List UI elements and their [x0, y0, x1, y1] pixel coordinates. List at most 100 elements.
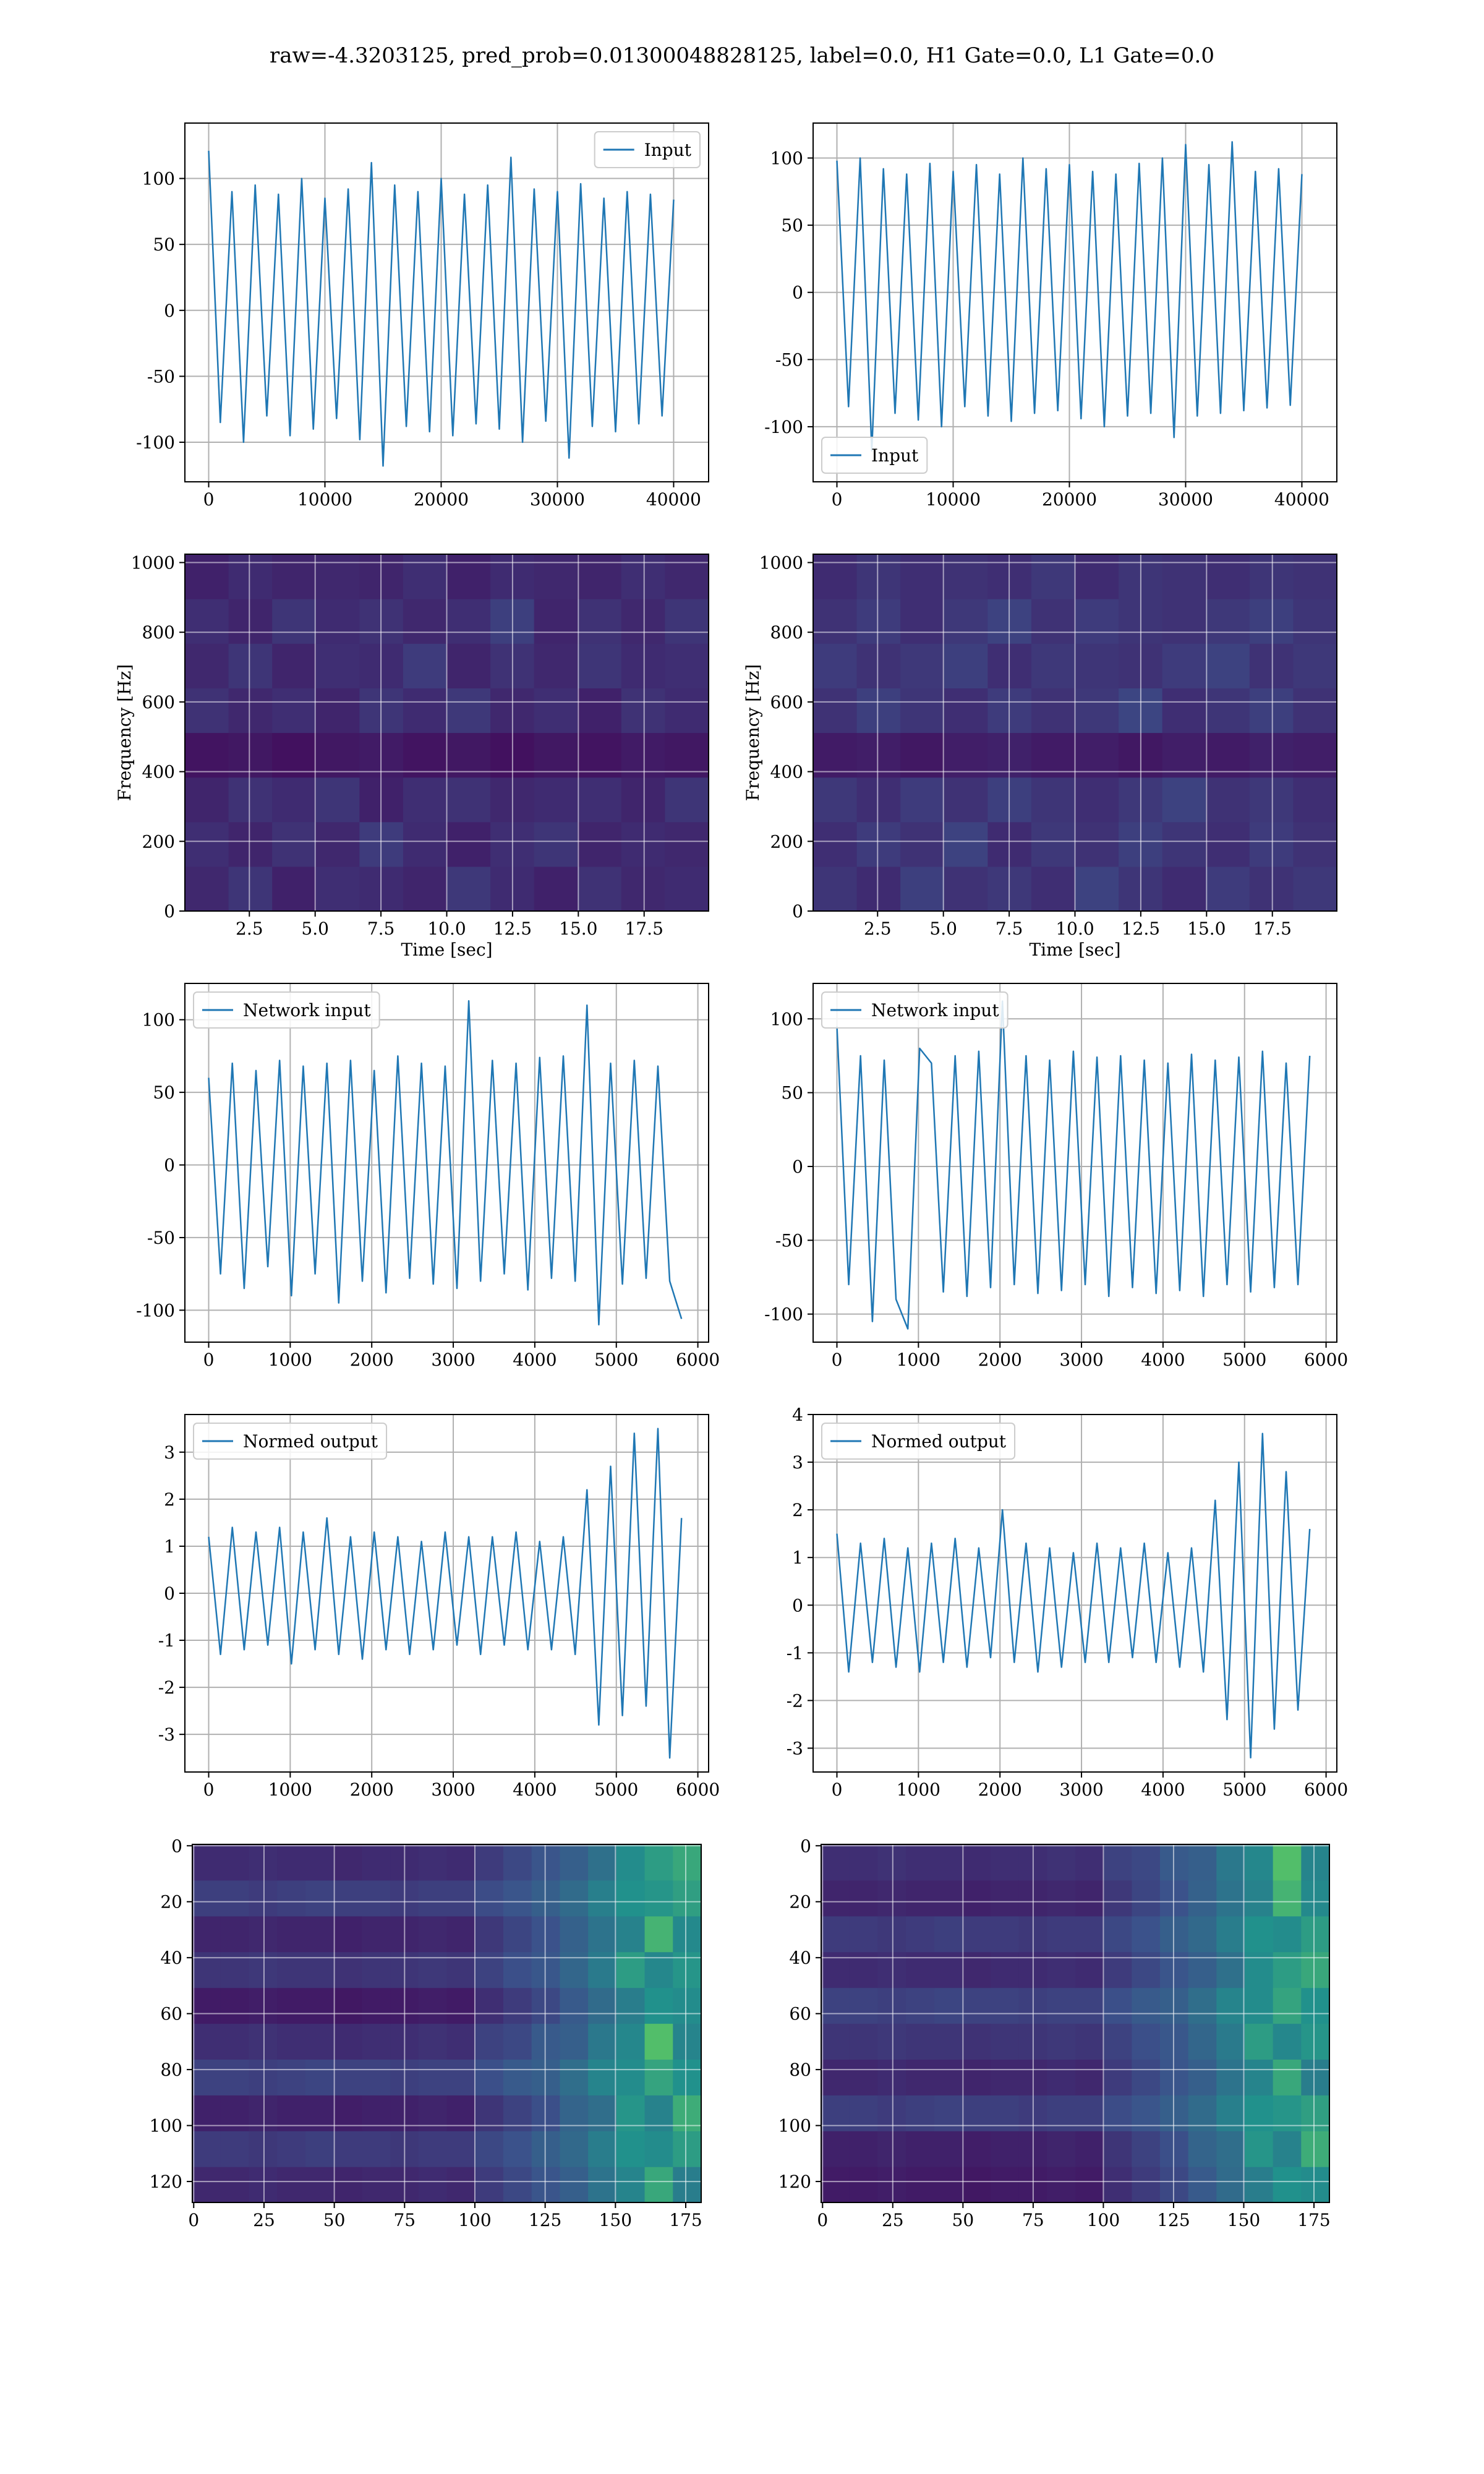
- heat-cell: [673, 1880, 702, 1917]
- y-tick-label: 80: [789, 2060, 811, 2080]
- heat-cell: [934, 2059, 963, 2095]
- x-tick-label: 0: [832, 489, 843, 510]
- heat-cell: [856, 599, 901, 644]
- x-tick-label: 125: [529, 2210, 561, 2230]
- heat-cell: [192, 1844, 221, 1881]
- heat-cell: [475, 1987, 504, 2024]
- heat-cell: [821, 2059, 850, 2095]
- heat-cell: [315, 732, 360, 778]
- heat-cell: [877, 2023, 906, 2060]
- heat-cell: [333, 1915, 362, 1953]
- heat-cell: [305, 1915, 335, 1953]
- y-tick-label: 3: [164, 1442, 175, 1463]
- heat-cell: [821, 2131, 850, 2167]
- heat-cell: [578, 599, 622, 644]
- heat-cell: [813, 554, 858, 599]
- heat-cell: [1075, 2059, 1104, 2095]
- heat-cell: [1160, 2023, 1189, 2060]
- legend-label: Normed output: [871, 1431, 1007, 1452]
- heat-cell: [503, 1844, 532, 1881]
- heat-cell: [333, 2167, 362, 2203]
- heat-cell: [503, 2167, 532, 2203]
- x-tick-label: 3000: [1059, 1779, 1103, 1800]
- heat-cell: [560, 2059, 589, 2095]
- heat-cell: [249, 2059, 278, 2095]
- heat-cell: [1293, 732, 1337, 778]
- heat-cell: [362, 1844, 391, 1881]
- series-line: [836, 1000, 1311, 1330]
- heat-cell: [220, 2023, 250, 2060]
- y-tick-label: 60: [789, 2004, 811, 2024]
- heat-cell: [588, 1880, 617, 1917]
- x-tick-label: 7.5: [367, 918, 395, 939]
- heat-cell: [1162, 732, 1206, 778]
- heat-cell: [1245, 1987, 1274, 2024]
- heat-cell: [644, 2023, 673, 2060]
- heat-cell: [1047, 1880, 1076, 1917]
- heat-cell: [228, 688, 273, 734]
- legend-box: [193, 991, 380, 1029]
- heat-cell: [403, 821, 448, 867]
- heat-cell: [228, 732, 273, 778]
- heat-cell: [1160, 2131, 1189, 2167]
- heat-cell: [1188, 1987, 1217, 2024]
- heat-cell: [277, 2059, 306, 2095]
- heat-cell: [1188, 1880, 1217, 1917]
- heat-cell: [531, 2059, 560, 2095]
- x-tick-label: 40000: [646, 489, 701, 510]
- heat-cell: [534, 777, 578, 823]
- heat-cell: [578, 821, 622, 867]
- heat-cell: [621, 732, 666, 778]
- heat-cell: [192, 1915, 221, 1953]
- heat-cell: [272, 866, 317, 912]
- x-tick-label: 5000: [594, 1350, 638, 1370]
- y-tick-label: 2: [792, 1500, 803, 1520]
- heat-cell: [991, 2059, 1020, 2095]
- heat-cell: [1031, 599, 1076, 644]
- heat-cell: [531, 2023, 560, 2060]
- heat-cell: [1249, 866, 1294, 912]
- heat-cell: [1206, 777, 1250, 823]
- heat-cell: [315, 554, 360, 599]
- heat-cell: [185, 732, 229, 778]
- heat-cell: [418, 1844, 448, 1881]
- heat-cell: [446, 1844, 475, 1881]
- axes-frame: [192, 1844, 702, 2203]
- heat-cell: [849, 1880, 878, 1917]
- heat-cell: [1075, 2167, 1104, 2203]
- heat-cell: [531, 1880, 560, 1917]
- heat-cell: [962, 2167, 991, 2203]
- heat-cell: [877, 2167, 906, 2203]
- heat-cell: [821, 1987, 850, 2024]
- heat-cell: [962, 1987, 991, 2024]
- heat-cell: [560, 2167, 589, 2203]
- heat-cell: [991, 1880, 1020, 1917]
- heat-cell: [991, 2167, 1020, 2203]
- heat-cell: [1031, 777, 1076, 823]
- heat-cell: [644, 1880, 673, 1917]
- heat-cell: [503, 2023, 532, 2060]
- heat-cell: [588, 2131, 617, 2167]
- heat-cell: [1216, 2023, 1245, 2060]
- heat-cell: [446, 2023, 475, 2060]
- heat-cell: [1103, 2059, 1132, 2095]
- heat-cell: [856, 554, 901, 599]
- x-tick-label: 6000: [676, 1350, 720, 1370]
- heat-cell: [403, 777, 448, 823]
- heat-cell: [621, 599, 666, 644]
- heat-cell: [962, 2059, 991, 2095]
- x-tick-label: 100: [458, 2210, 491, 2230]
- heat-cell: [849, 1987, 878, 2024]
- y-tick-label: 200: [770, 831, 803, 852]
- heat-cell: [277, 1880, 306, 1917]
- heat-cell: [1249, 643, 1294, 688]
- heat-cell: [1273, 2023, 1302, 2060]
- heat-cell: [1103, 1915, 1132, 1953]
- heat-cell: [220, 2131, 250, 2167]
- heat-cell: [305, 2131, 335, 2167]
- x-tick-label: 0: [203, 489, 215, 510]
- heat-cell: [220, 2059, 250, 2095]
- heat-cell: [616, 2023, 646, 2060]
- heat-cell: [1273, 1987, 1302, 2024]
- y-tick-label: 0: [164, 301, 175, 321]
